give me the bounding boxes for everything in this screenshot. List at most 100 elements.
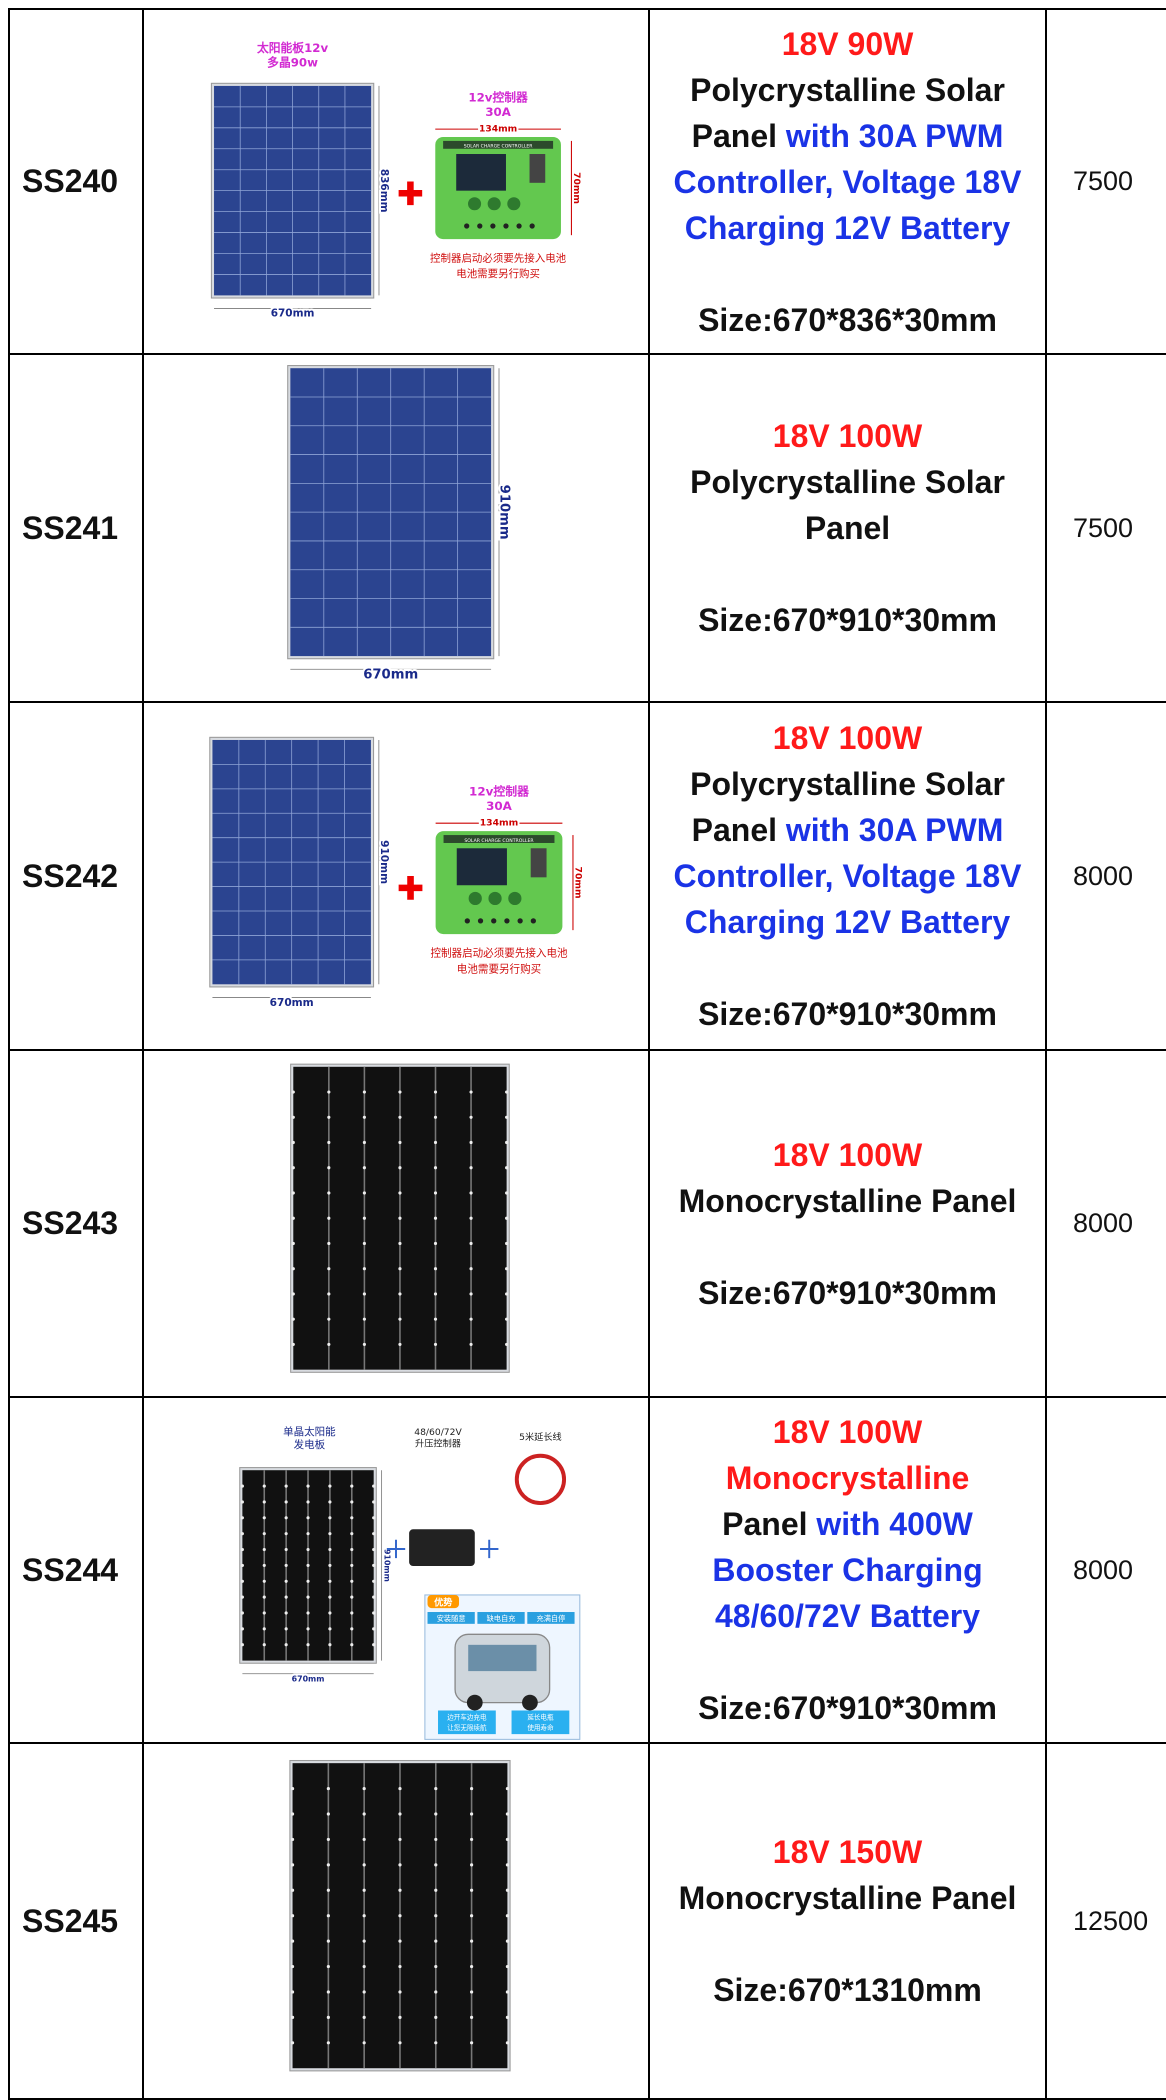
- image-label: 670mm: [271, 308, 315, 320]
- panel-dot: [327, 1115, 331, 1119]
- product-image: [144, 1051, 648, 1396]
- product-description: 18V 150W Monocrystalline Panel Size:670*13…: [650, 1744, 1045, 2098]
- panel-dot: [398, 1191, 402, 1195]
- description-text: Polycrystalline Solar Panel: [690, 464, 1005, 546]
- panel-dot: [433, 1241, 438, 1246]
- panel-dot: [434, 1914, 438, 1918]
- panel-dot: [290, 2015, 295, 2019]
- panel-dot: [327, 1317, 331, 1321]
- panel-dot: [290, 1939, 295, 1943]
- product-image: [144, 1744, 648, 2098]
- panel-dot: [505, 1964, 510, 1969]
- panel-dot: [505, 1191, 509, 1195]
- panel-dot: [262, 1484, 266, 1488]
- panel-dot: [284, 1563, 288, 1567]
- panel-dot: [306, 1516, 310, 1520]
- panel-dot: [350, 1627, 354, 1631]
- panel-dot: [362, 1140, 366, 1145]
- product-description: 18V 100W Monocrystalline Panel with 400W B…: [650, 1398, 1045, 1742]
- panel-dot: [284, 1516, 288, 1520]
- controller-usb: [530, 848, 547, 878]
- description-text: with 30A PWM Controller, Voltage 18V Cha…: [673, 812, 1022, 940]
- image-label: 使用寿命: [527, 1723, 554, 1732]
- image-label: 电池需要另行购买: [456, 267, 540, 280]
- description-line: 18V 90W: [660, 21, 1035, 67]
- panel-dot: [306, 1532, 310, 1536]
- panel-dot: [290, 1786, 295, 1791]
- panel-dot: [505, 1786, 510, 1791]
- panel-dot: [469, 1317, 473, 1321]
- panel-dot: [362, 1837, 366, 1842]
- controller-button: [468, 891, 482, 906]
- panel-dot: [327, 1241, 331, 1246]
- description-line: 18V 150W: [660, 1829, 1035, 1875]
- plus-icon: [480, 1539, 499, 1559]
- panel-dot: [291, 1267, 295, 1271]
- panel-dot: [372, 1516, 376, 1520]
- panel-dot: [372, 1563, 376, 1567]
- panel-dot: [262, 1627, 266, 1631]
- controller-terminal: [503, 223, 509, 229]
- image-label: 安装随意: [437, 1614, 466, 1623]
- panel-dot: [470, 1914, 474, 1918]
- panel-dot: [240, 1643, 244, 1647]
- panel-dot: [362, 1342, 366, 1347]
- product-price: 8000: [1047, 1051, 1166, 1396]
- panel-dot: [240, 1611, 244, 1615]
- panel-dot: [372, 1500, 376, 1504]
- image-label: 充满自停: [536, 1614, 565, 1623]
- product-image: 太阳能板12v 多晶90w 670mm 836mm 12v控制器 30A 134mm SOLA…: [144, 10, 648, 353]
- panel-dot: [350, 1611, 354, 1615]
- product-price: 8000: [1047, 703, 1166, 1049]
- panel-dot: [469, 1267, 473, 1271]
- panel-dot: [469, 1216, 473, 1220]
- panel-dot: [284, 1643, 288, 1647]
- image-label: 多晶90w: [267, 55, 318, 69]
- panel-dot: [398, 1990, 402, 1994]
- product-code: SS245: [10, 1744, 142, 2098]
- image-label: 延长电瓶: [527, 1713, 554, 1722]
- product-image-drawing: 670mm 910mm: [287, 365, 513, 685]
- panel-dot: [240, 1595, 244, 1599]
- panel-dot: [291, 1342, 295, 1347]
- tag: [477, 1612, 525, 1624]
- panel-dot: [434, 1863, 438, 1867]
- panel-dot: [470, 1786, 474, 1791]
- panel-dot: [327, 1140, 331, 1145]
- panel-dot: [240, 1547, 244, 1552]
- panel-dot: [362, 2041, 366, 2045]
- panel-dot: [505, 2015, 510, 2019]
- description-line: Monocrystalline Panel: [660, 1875, 1035, 1921]
- panel-dot: [433, 1115, 438, 1119]
- panel-dot: [398, 1837, 402, 1842]
- panel-dot: [433, 1191, 438, 1195]
- controller-terminal: [517, 918, 523, 924]
- product-code: SS242: [10, 703, 142, 1049]
- panel-dot: [284, 1627, 288, 1631]
- panel-dot: [398, 1292, 402, 1296]
- controller-terminal: [477, 918, 484, 924]
- panel-dot: [362, 1914, 366, 1918]
- product-size: Size:670*836*30mm: [698, 301, 997, 338]
- image-label: 缺电自充: [487, 1614, 516, 1623]
- description-text: with 30A PWM Controller, Voltage 18V Cha…: [673, 117, 1022, 246]
- panel-dot: [505, 1888, 510, 1892]
- panel-dot: [326, 1812, 330, 1816]
- panel-dot: [327, 1342, 331, 1347]
- image-label: 910mm: [378, 840, 390, 884]
- panel-dot: [505, 1837, 510, 1842]
- tag: [427, 1612, 475, 1624]
- panel-dot: [328, 1627, 332, 1631]
- panel-dot: [372, 1547, 376, 1552]
- product-size: Size:670*910*30mm: [698, 602, 997, 638]
- description-text: Monocrystalline: [725, 1460, 970, 1496]
- panel-dot: [350, 1563, 354, 1567]
- panel-dot: [372, 1627, 376, 1631]
- panel-dot: [470, 1964, 474, 1969]
- panel-dot: [326, 2015, 330, 2019]
- panel-dot: [505, 1990, 510, 1994]
- image-label: 910mm: [382, 1549, 391, 1582]
- product-price: 8000: [1047, 1398, 1166, 1742]
- panel-dot: [505, 2041, 510, 2045]
- panel-dot: [306, 1579, 310, 1583]
